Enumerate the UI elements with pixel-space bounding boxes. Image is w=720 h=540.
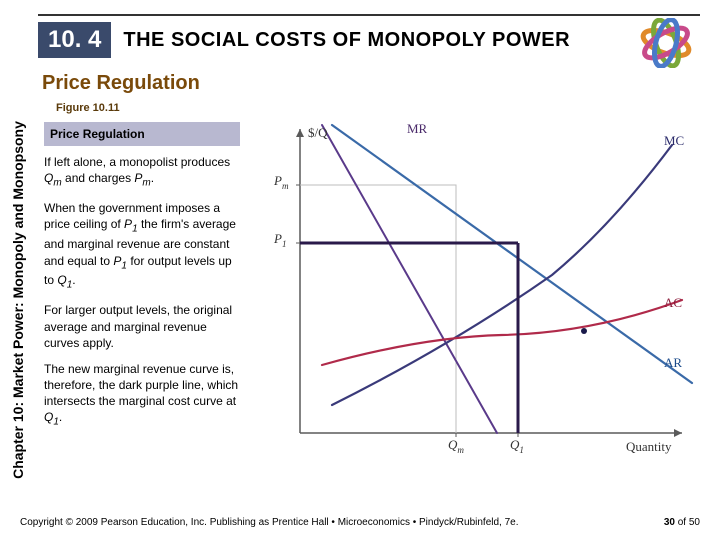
page-number: 30 of 50: [664, 517, 700, 528]
page-subtitle: Price Regulation: [42, 72, 200, 95]
section-title: THE SOCIAL COSTS OF MONOPOLY POWER: [123, 29, 570, 52]
price-regulation-chart: $/QQuantityMRMCACARPmP1QmQ1: [252, 115, 702, 465]
figure-label: Figure 10.11: [56, 102, 120, 114]
svg-text:$/Q: $/Q: [308, 125, 328, 140]
footer: Copyright © 2009 Pearson Education, Inc.…: [20, 517, 700, 528]
svg-text:AC: AC: [664, 295, 682, 310]
section-number-badge: 10. 4: [38, 22, 111, 58]
svg-text:MC: MC: [664, 133, 684, 148]
copyright-text: Copyright © 2009 Pearson Education, Inc.…: [20, 517, 519, 528]
svg-text:AR: AR: [664, 355, 682, 370]
svg-text:MR: MR: [407, 121, 428, 136]
caption-para-2: When the government imposes a price ceil…: [44, 200, 240, 292]
chapter-sidebar: Chapter 10: Market Power: Monopoly and M…: [6, 120, 30, 480]
svg-text:Quantity: Quantity: [626, 439, 672, 454]
caption-head: Price Regulation: [44, 122, 240, 146]
chapter-sidebar-text: Chapter 10: Market Power: Monopoly and M…: [10, 121, 26, 479]
caption-para-1: If left alone, a monopolist produces Qm …: [44, 154, 240, 190]
caption-para-4: The new marginal revenue curve is, there…: [44, 361, 240, 429]
caption-para-3: For larger output levels, the original a…: [44, 302, 240, 351]
caption-column: Price Regulation If left alone, a monopo…: [44, 122, 240, 439]
decor-rings-icon: [636, 18, 696, 68]
section-header: 10. 4 THE SOCIAL COSTS OF MONOPOLY POWER: [38, 22, 570, 58]
top-rule: [38, 14, 700, 16]
